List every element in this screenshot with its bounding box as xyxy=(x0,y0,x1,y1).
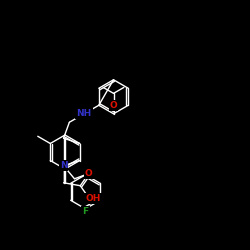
Text: F: F xyxy=(82,207,88,216)
Text: O: O xyxy=(85,169,92,178)
Text: N: N xyxy=(60,161,67,170)
Text: NH: NH xyxy=(76,109,92,118)
Text: OH: OH xyxy=(86,194,101,203)
Text: O: O xyxy=(110,101,118,110)
